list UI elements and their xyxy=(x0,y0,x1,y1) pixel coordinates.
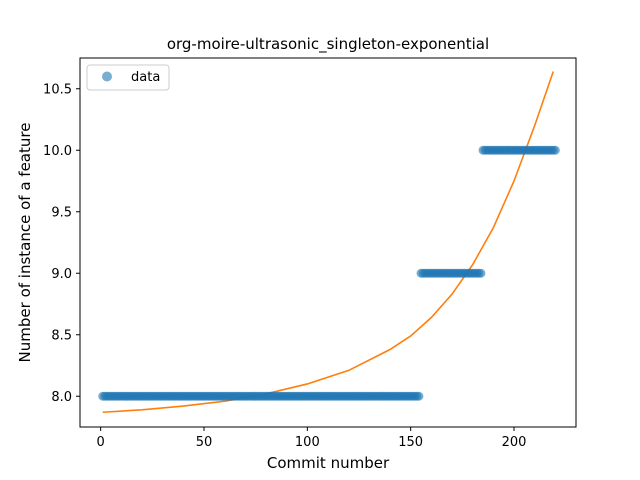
legend: data xyxy=(86,64,170,91)
x-tick-label: 0 xyxy=(97,435,105,450)
legend-box xyxy=(86,64,170,91)
data-point xyxy=(476,268,486,278)
data-points-layer xyxy=(98,145,560,401)
legend-label-data: data xyxy=(131,70,160,85)
x-axis-label: Commit number xyxy=(267,454,390,472)
fit-line-layer xyxy=(102,71,555,414)
chart-title: org-moire-ultrasonic_singleton-exponenti… xyxy=(167,35,489,54)
y-axis-label: Number of instance of a feature xyxy=(16,123,34,363)
x-tick-label: 100 xyxy=(295,435,320,450)
x-tick-label: 150 xyxy=(398,435,423,450)
y-tick-label: 8.0 xyxy=(51,390,72,405)
x-axis-ticks: 0 50 100 150 200 xyxy=(97,427,527,450)
x-tick-label: 50 xyxy=(196,435,213,450)
legend-marker-data xyxy=(102,71,112,82)
y-tick-label: 9.0 xyxy=(51,267,72,282)
y-axis-ticks: 8.0 8.5 9.0 9.5 10.0 10.5 xyxy=(43,82,80,405)
y-tick-label: 9.5 xyxy=(51,205,72,220)
y-tick-label: 10.0 xyxy=(43,144,72,159)
y-tick-label: 10.5 xyxy=(43,82,72,97)
y-tick-label: 8.5 xyxy=(51,328,72,343)
data-point xyxy=(414,391,424,401)
x-tick-label: 200 xyxy=(502,435,527,450)
data-point xyxy=(550,145,560,155)
axes-frame xyxy=(79,57,577,428)
fit-curve xyxy=(102,71,555,414)
